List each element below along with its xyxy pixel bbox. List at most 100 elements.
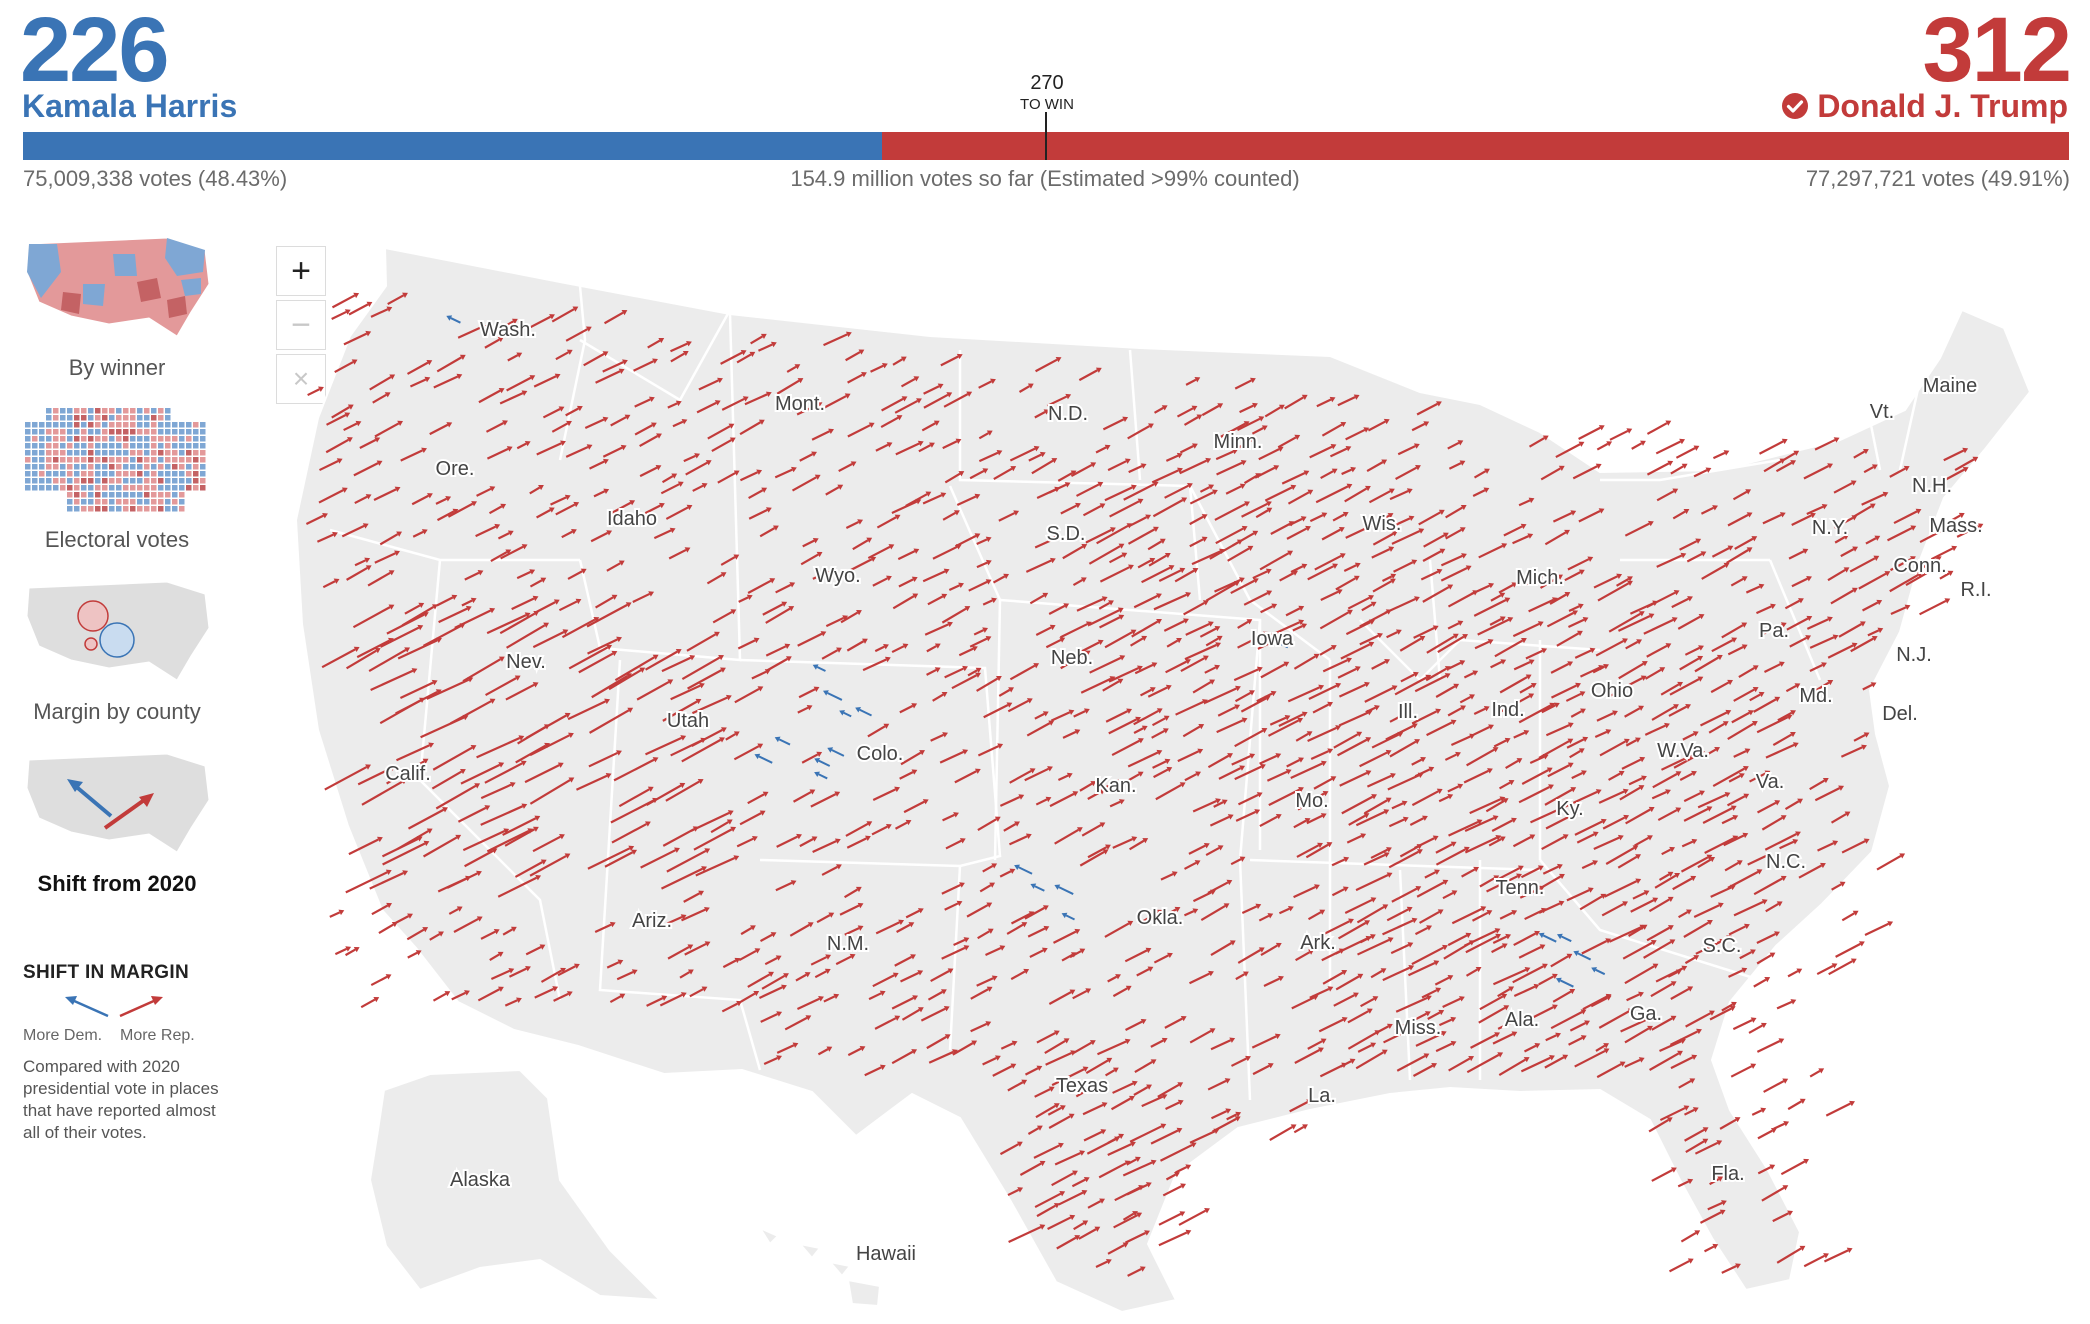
- shift-arrow: [1727, 646, 1744, 656]
- shift-arrow-head: [1652, 963, 1659, 969]
- shift-arrow-head: [1432, 625, 1439, 631]
- shift-arrow: [1669, 678, 1700, 696]
- shift-arrow: [1956, 525, 1980, 538]
- shift-arrow: [1544, 531, 1567, 546]
- shift-arrow: [1337, 738, 1368, 757]
- shift-arrow: [1278, 642, 1289, 649]
- ev-square: [200, 485, 206, 491]
- shift-arrow: [1009, 664, 1036, 681]
- view-shift-from-2020[interactable]: Shift from 2020: [17, 748, 217, 897]
- shift-arrow: [1447, 441, 1460, 450]
- shift-arrow-head: [1758, 691, 1765, 698]
- ev-square: [158, 422, 164, 428]
- shift-arrow: [1683, 792, 1701, 803]
- ev-square: [193, 422, 199, 428]
- shift-arrow-head: [943, 568, 950, 575]
- ev-square: [165, 485, 171, 491]
- shift-arrow-head: [1619, 1061, 1626, 1067]
- shift-arrow: [1062, 545, 1084, 560]
- shift-arrow: [1651, 1169, 1673, 1182]
- shift-arrow: [326, 414, 347, 426]
- ev-square: [88, 471, 94, 477]
- shift-arrow: [1129, 1125, 1163, 1143]
- ev-square: [109, 422, 115, 428]
- shift-arrow-head: [946, 392, 953, 398]
- ev-square: [81, 429, 87, 435]
- shift-arrow: [1133, 709, 1159, 726]
- reset-zoom-button[interactable]: ×: [276, 354, 326, 404]
- shift-arrow-head: [1131, 836, 1138, 842]
- shift-arrow-head: [1271, 603, 1278, 609]
- shift-arrow: [1545, 812, 1577, 830]
- shift-arrow: [1108, 554, 1124, 564]
- shift-arrow-head: [1141, 725, 1148, 731]
- shift-arrow: [1643, 941, 1672, 959]
- shift-arrow: [659, 993, 683, 1007]
- shift-arrow: [763, 1056, 778, 1066]
- view-by-winner[interactable]: By winner: [17, 232, 217, 381]
- shift-arrow: [681, 738, 722, 763]
- shift-arrow: [1098, 601, 1111, 610]
- shift-arrow: [897, 550, 916, 561]
- shift-arrow-head: [987, 928, 994, 934]
- shift-arrow: [504, 828, 535, 847]
- shift-arrow: [900, 377, 916, 388]
- shift-arrow-head: [911, 576, 918, 583]
- shift-arrow: [1319, 611, 1350, 630]
- shift-arrow: [1850, 637, 1874, 653]
- shift-arrow: [978, 380, 992, 389]
- shift-arrow-head: [1508, 779, 1515, 786]
- shift-arrow-head: [1059, 637, 1066, 643]
- shift-arrow-head: [1790, 460, 1797, 466]
- shift-arrow: [480, 783, 512, 800]
- shift-arrow: [435, 497, 448, 505]
- state-label: W.Va.: [1657, 740, 1709, 762]
- shift-arrow: [606, 562, 621, 572]
- shift-arrow-head: [1687, 986, 1694, 992]
- shift-arrow: [1464, 817, 1495, 832]
- shift-arrow: [954, 770, 977, 784]
- shift-arrow-head: [564, 494, 571, 501]
- view-margin-by-county[interactable]: Margin by county: [17, 576, 217, 725]
- ev-square: [25, 471, 31, 477]
- shift-arrow-head: [1307, 489, 1314, 495]
- shift-arrow: [1572, 465, 1598, 480]
- shift-arrow-head: [1567, 661, 1574, 667]
- shift-arrow: [1680, 856, 1709, 873]
- shift-arrow: [1438, 795, 1450, 803]
- shift-arrow-head: [1126, 708, 1133, 714]
- shift-arrow-head: [605, 773, 612, 779]
- shift-arrow-head: [353, 646, 360, 653]
- shift-arrow: [1421, 989, 1438, 999]
- shift-arrow-head: [1793, 450, 1800, 456]
- shift-arrow-head: [1459, 527, 1466, 533]
- shift-arrow-head: [796, 833, 802, 840]
- shift-arrow-head: [1370, 1042, 1377, 1048]
- shift-arrow-head: [616, 750, 622, 756]
- zoom-out-button[interactable]: −: [276, 300, 326, 350]
- shift-arrow-head: [1440, 1030, 1447, 1037]
- shift-arrow-head: [1339, 553, 1346, 559]
- shift-arrow-head: [1495, 834, 1502, 841]
- shift-arrow: [1617, 855, 1638, 869]
- shift-arrow: [1251, 427, 1264, 435]
- shift-arrow: [1382, 966, 1411, 982]
- ev-square: [123, 436, 129, 442]
- shift-arrow: [1756, 716, 1789, 734]
- zoom-in-button[interactable]: +: [276, 246, 326, 296]
- shift-arrow: [1215, 527, 1244, 545]
- shift-arrow: [1293, 1125, 1305, 1134]
- shift-arrow: [1027, 1127, 1040, 1135]
- shift-arrow-head: [1135, 716, 1142, 723]
- shift-arrow-head: [1732, 814, 1739, 821]
- state-label: Neb.: [1051, 647, 1093, 669]
- shift-arrow-head: [680, 735, 687, 741]
- shift-arrow: [1096, 524, 1129, 545]
- view-electoral-votes[interactable]: Electoral votes: [17, 404, 217, 553]
- shift-arrow: [516, 570, 532, 580]
- shift-arrow-head: [1036, 1125, 1043, 1131]
- shift-arrow-head: [1357, 973, 1364, 979]
- shift-arrow-head: [1326, 842, 1333, 848]
- shift-arrow: [1862, 683, 1873, 691]
